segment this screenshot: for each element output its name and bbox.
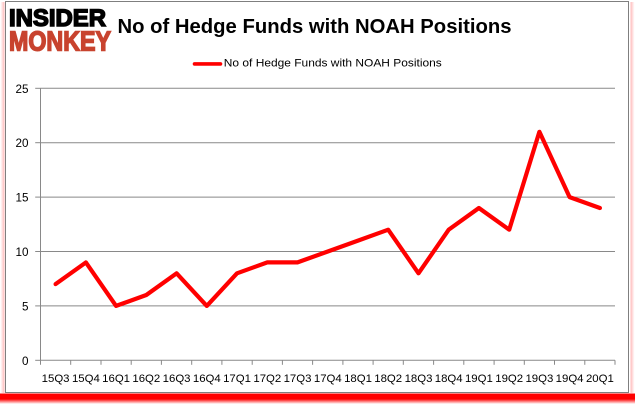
svg-text:No of Hedge Funds with NOAH Po: No of Hedge Funds with NOAH Positions: [118, 15, 512, 38]
svg-text:17Q3: 17Q3: [284, 373, 312, 385]
svg-text:18Q1: 18Q1: [344, 373, 372, 385]
svg-text:17Q2: 17Q2: [253, 373, 281, 385]
svg-text:15Q4: 15Q4: [72, 373, 100, 385]
svg-text:15: 15: [15, 192, 29, 205]
svg-text:MONKEY: MONKEY: [9, 25, 111, 56]
svg-text:19Q1: 19Q1: [465, 373, 493, 385]
svg-text:19Q3: 19Q3: [525, 373, 553, 385]
svg-text:16Q2: 16Q2: [132, 373, 160, 385]
svg-text:No of Hedge Funds with NOAH Po: No of Hedge Funds with NOAH Positions: [224, 57, 443, 69]
svg-text:5: 5: [22, 300, 29, 313]
svg-text:18Q2: 18Q2: [374, 373, 402, 385]
svg-text:25: 25: [15, 83, 29, 96]
svg-text:20: 20: [15, 137, 29, 150]
svg-text:0: 0: [22, 355, 29, 368]
svg-text:15Q3: 15Q3: [42, 373, 70, 385]
svg-text:16Q1: 16Q1: [102, 373, 130, 385]
svg-text:INSIDER: INSIDER: [9, 5, 106, 32]
svg-text:18Q4: 18Q4: [435, 373, 463, 385]
svg-text:17Q1: 17Q1: [223, 373, 251, 385]
svg-text:20Q1: 20Q1: [586, 373, 614, 385]
svg-text:16Q3: 16Q3: [163, 373, 191, 385]
svg-text:17Q4: 17Q4: [314, 373, 342, 385]
svg-text:16Q4: 16Q4: [193, 373, 221, 385]
svg-text:19Q4: 19Q4: [556, 373, 584, 385]
svg-text:19Q2: 19Q2: [495, 373, 523, 385]
svg-text:10: 10: [15, 246, 29, 259]
svg-text:18Q3: 18Q3: [405, 373, 433, 385]
